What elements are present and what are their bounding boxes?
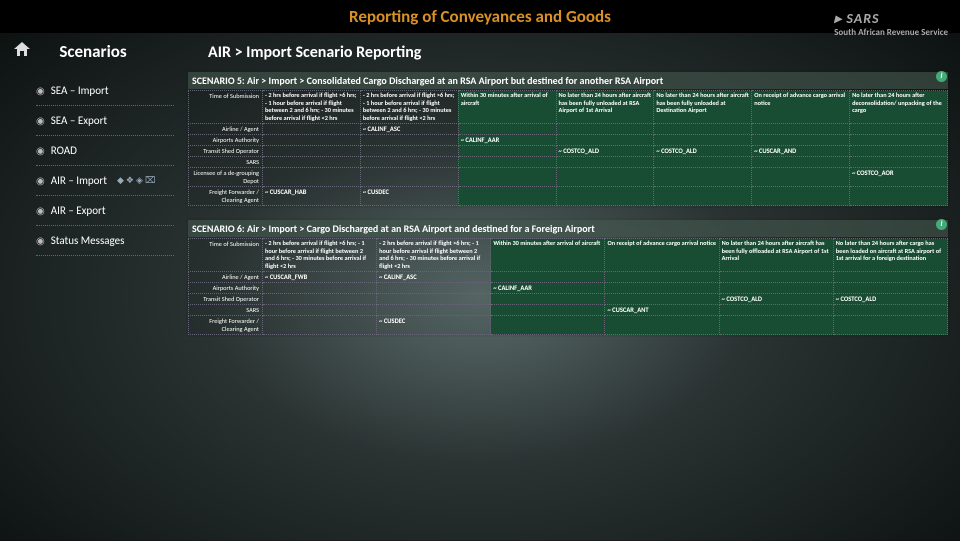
sidebar-item-label: SEA – Export [51,114,107,127]
table-row: Airline / Agent ~ CALINF_ASC [189,124,948,135]
code-cell: ~ COSTCO_ALD [833,294,947,305]
play-icon: ◉ [36,84,45,97]
row-header: Airports Authority [189,135,263,146]
code-cell: ~ CALINF_AAR [491,283,605,294]
logo: ▸ SARS South African Revenue Service [834,4,948,38]
code-cell: ~ CALINF_ASC [377,272,491,283]
table-row: Freight Forwarder / Clearing Agent~ CUSC… [189,187,948,206]
scenario5-panel: SCENARIO 5: Air > Import > Consolidated … [186,70,950,208]
row-header: Time of Submission [189,239,263,272]
row-header: Airports Authority [189,283,263,294]
table-row: Airports Authority ~ CALINF_AAR [189,135,948,146]
row-header: Transit Shed Operator [189,146,263,157]
col-header: - 2 hrs before arrival if flight >6 hrs;… [360,91,458,124]
code-cell: ~ CUSCAR_HAB [263,187,361,206]
play-icon: ◉ [36,174,45,187]
col-header: Within 30 minutes after arrival of aircr… [458,91,556,124]
sidebar-item-air-import[interactable]: ◉ AIR – Import ◆ ❖ ◈ ⌧ [36,166,174,196]
sidebar-item-markers: ◆ ❖ ◈ ⌧ [117,175,155,186]
sidebar-item-status-messages[interactable]: ◉ Status Messages [36,226,174,256]
code-cell: ~ CUSCAR_AND [752,146,850,157]
logo-subtitle: South African Revenue Service [834,27,948,38]
code-cell: ~ CUSCAR_ANT [605,305,719,316]
table-row: Transit Shed Operator ~ COSTCO_ALD~ COSTC… [189,146,948,157]
col-header: No later than 24 hours after cargo has b… [833,239,947,272]
play-icon: ◉ [36,114,45,127]
play-icon: ◉ [36,144,45,157]
sidebar-item-label: Status Messages [51,234,125,247]
row-header: Transit Shed Operator [189,294,263,305]
sidebar-item-label: ROAD [51,144,77,157]
logo-brand: ▸ SARS [834,4,948,27]
col-header: On receipt of advance cargo arrival noti… [752,91,850,124]
scenario5-table: Time of Submission - 2 hrs before arriva… [188,90,948,206]
scenario6-panel: SCENARIO 6: Air > Import > Cargo Dischar… [186,218,950,337]
sidebar-item-road[interactable]: ◉ ROAD [36,136,174,166]
table-row: SARS [189,157,948,168]
play-icon: ◉ [36,234,45,247]
code-cell: ~ COSTCO_ALD [719,294,833,305]
play-icon: ◉ [36,204,45,217]
code-cell: ~ COSTCO_ALD [654,146,752,157]
page-title: Reporting of Conveyances and Goods [349,6,611,27]
row-header: Airline / Agent [189,272,263,283]
row-header: Airline / Agent [189,124,263,135]
col-header: - 2 hrs before arrival if flight >6 hrs;… [263,239,377,272]
sidebar-item-air-export[interactable]: ◉ AIR – Export [36,196,174,226]
code-cell: ~ CALINF_ASC [360,124,458,135]
col-header: No later than 24 hours after aircraft ha… [719,239,833,272]
row-header: SARS [189,157,263,168]
row-header: Time of Submission [189,91,263,124]
code-cell: ~ COSTCO_AOR [850,168,948,187]
sidebar-title: Scenarios [12,41,174,62]
sidebar-item-label: SEA – Import [51,84,109,97]
col-header: No later than 24 hours after aircraft ha… [654,91,752,124]
sidebar-item-sea-export[interactable]: ◉ SEA – Export [36,106,174,136]
scenario6-title: SCENARIO 6: Air > Import > Cargo Dischar… [188,220,948,237]
col-header: - 2 hrs before arrival if flight >6 hrs;… [377,239,491,272]
table-row: Airports Authority ~ CALINF_AAR [189,283,948,294]
home-icon[interactable] [12,40,32,63]
col-header: No later than 24 hours after deconsolida… [850,91,948,124]
code-cell: ~ CUSDEC [360,187,458,206]
row-header: Licensee of a de-grouping Depot [189,168,263,187]
sidebar-item-label: AIR – Export [51,204,106,217]
table-row: Freight Forwarder / Clearing Agent ~ CUSD… [189,316,948,335]
col-header: On receipt of advance cargo arrival noti… [605,239,719,272]
table-row: Transit Shed Operator ~ COSTCO_ALD~ COSTC… [189,294,948,305]
table-row: SARS ~ CUSCAR_ANT [189,305,948,316]
breadcrumb: AIR > Import Scenario Reporting [208,43,954,62]
code-cell: ~ COSTCO_ALD [556,146,654,157]
col-header: Within 30 minutes after arrival of aircr… [491,239,605,272]
sidebar-item-label: AIR – Import [51,174,107,187]
code-cell: ~ CUSDEC [377,316,491,335]
code-cell: ~ CUSCAR_FWB [263,272,377,283]
col-header: No later than 24 hours after aircraft ha… [556,91,654,124]
code-cell: ~ CALINF_AAR [458,135,556,146]
scenario5-title: SCENARIO 5: Air > Import > Consolidated … [188,72,948,89]
scenario6-table: Time of Submission - 2 hrs before arriva… [188,238,948,335]
table-row: Licensee of a de-grouping Depot ~ COSTCO_… [189,168,948,187]
row-header: Freight Forwarder / Clearing Agent [189,187,263,206]
sidebar-item-sea-import[interactable]: ◉ SEA – Import [36,76,174,106]
title-bar: Reporting of Conveyances and Goods ▸ SAR… [0,0,960,33]
row-header: SARS [189,305,263,316]
main-content: AIR > Import Scenario Reporting SCENARIO… [182,33,960,541]
info-icon[interactable]: i [936,71,947,82]
col-header: - 2 hrs before arrival if flight >6 hrs;… [263,91,361,124]
table-row: Airline / Agent~ CUSCAR_FWB~ CALINF_ASC [189,272,948,283]
sidebar: Scenarios ◉ SEA – Import ◉ SEA – Export ◉ R… [0,33,182,541]
table-row: Time of Submission - 2 hrs before arriva… [189,91,948,124]
row-header: Freight Forwarder / Clearing Agent [189,316,263,335]
table-row: Time of Submission - 2 hrs before arriva… [189,239,948,272]
